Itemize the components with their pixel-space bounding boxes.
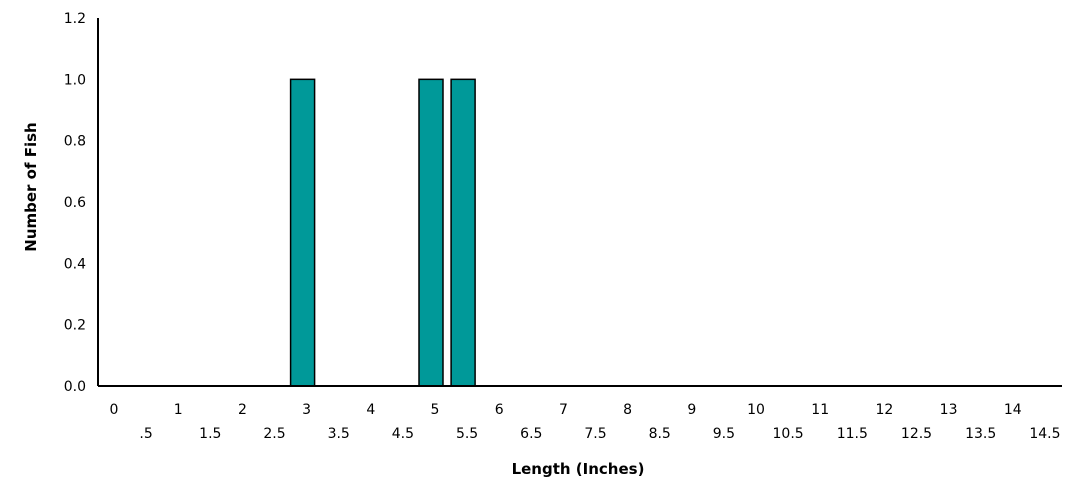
x-tick-label: 6 xyxy=(495,402,504,418)
x-tick-labels: 0.511.522.533.544.555.566.577.588.599.51… xyxy=(110,402,1061,442)
x-tick-label: 2 xyxy=(238,402,247,418)
x-tick-label: 5.5 xyxy=(456,426,478,442)
y-tick-label: 1.0 xyxy=(64,72,86,88)
bars-group xyxy=(289,78,476,387)
y-tick-labels: 0.0 0.2 0.4 0.6 0.8 1.0 1.2 xyxy=(64,11,86,395)
y-tick-label: 0.8 xyxy=(64,134,86,150)
x-tick-label: 0 xyxy=(110,402,119,418)
bar xyxy=(450,78,476,387)
x-tick-label: 1 xyxy=(174,402,183,418)
x-tick-label: 14 xyxy=(1004,402,1022,418)
x-tick-label: .5 xyxy=(139,426,152,442)
x-tick-label: 12.5 xyxy=(901,426,932,442)
x-tick-label: 7.5 xyxy=(584,426,606,442)
y-tick-label: 0.0 xyxy=(64,379,86,395)
x-tick-label: 7 xyxy=(559,402,568,418)
x-tick-label: 2.5 xyxy=(263,426,285,442)
x-tick-label: 10.5 xyxy=(773,426,804,442)
y-tick-label: 0.4 xyxy=(64,256,86,272)
y-axis-title: Number of Fish xyxy=(22,122,40,251)
x-tick-label: 8.5 xyxy=(649,426,671,442)
y-tick-label: 0.6 xyxy=(64,195,86,211)
x-tick-label: 13.5 xyxy=(965,426,996,442)
x-tick-label: 9 xyxy=(687,402,696,418)
x-tick-label: 5 xyxy=(431,402,440,418)
x-tick-label: 3.5 xyxy=(328,426,350,442)
x-tick-label: 10 xyxy=(747,402,765,418)
x-tick-label: 1.5 xyxy=(199,426,221,442)
x-tick-label: 6.5 xyxy=(520,426,542,442)
y-tick-label: 0.2 xyxy=(64,318,86,334)
bar xyxy=(289,78,316,387)
x-tick-label: 11.5 xyxy=(837,426,868,442)
x-tick-label: 4 xyxy=(366,402,375,418)
x-tick-label: 4.5 xyxy=(392,426,414,442)
y-tick-label: 1.2 xyxy=(64,11,86,27)
x-tick-label: 8 xyxy=(623,402,632,418)
x-tick-label: 11 xyxy=(811,402,829,418)
x-tick-label: 12 xyxy=(875,402,893,418)
x-tick-label: 3 xyxy=(302,402,311,418)
bar xyxy=(418,78,444,387)
x-tick-label: 14.5 xyxy=(1029,426,1060,442)
x-axis-title: Length (Inches) xyxy=(512,460,645,478)
x-tick-label: 9.5 xyxy=(713,426,735,442)
x-tick-label: 13 xyxy=(940,402,958,418)
